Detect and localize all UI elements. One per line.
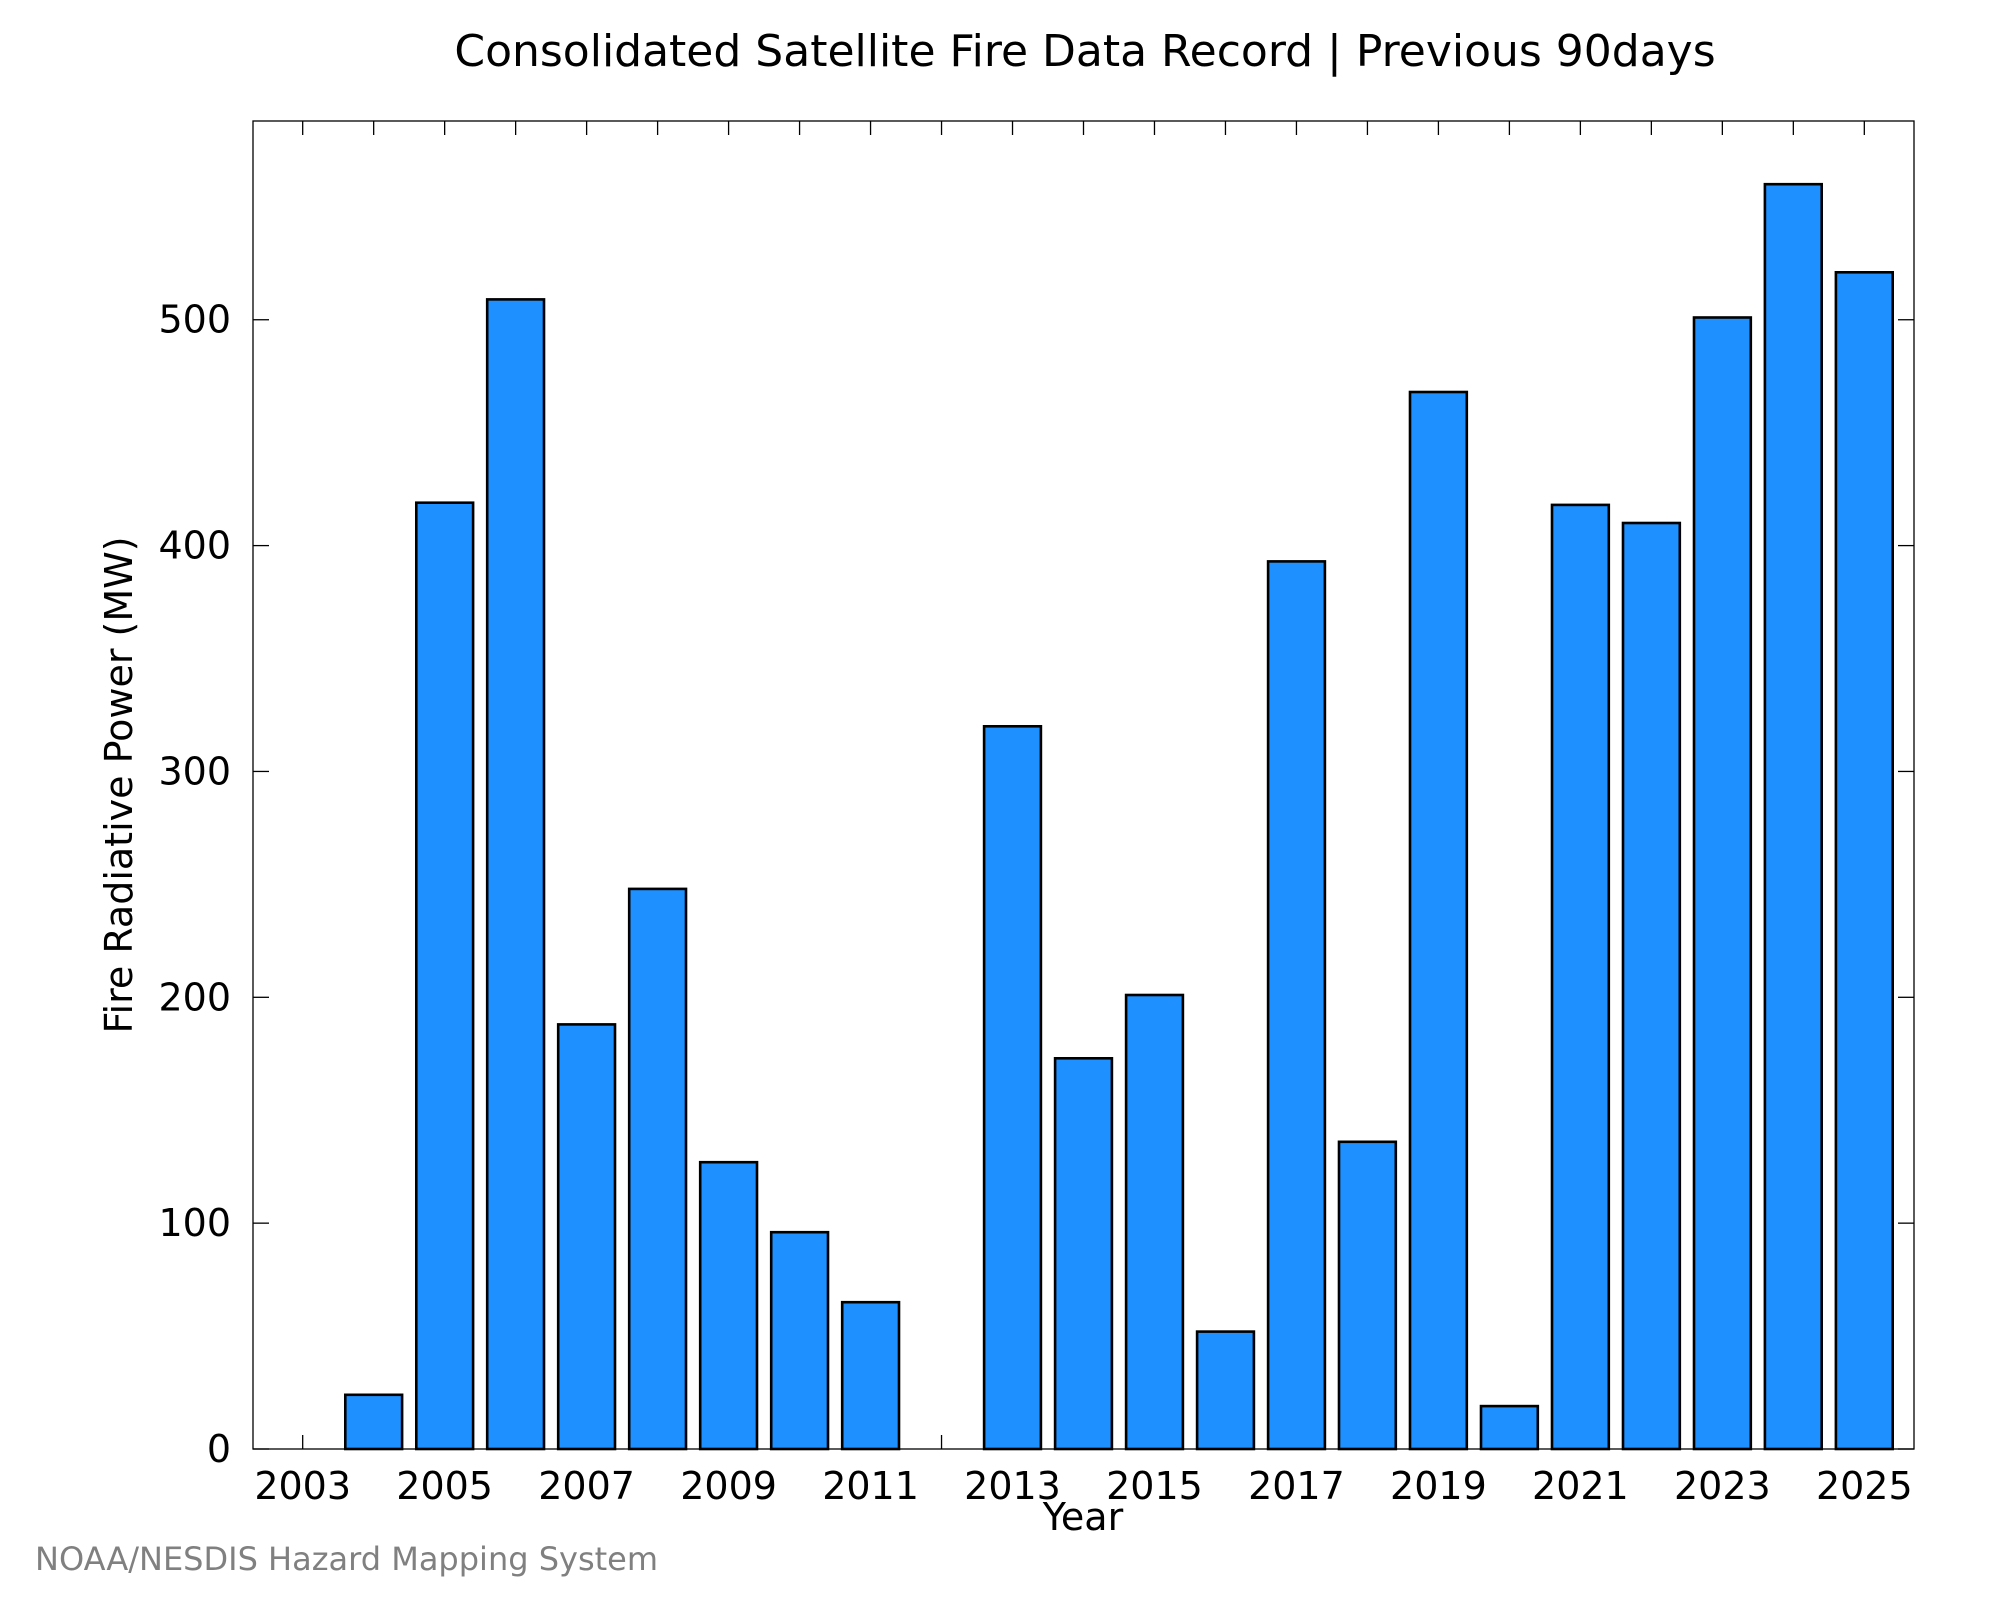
x-tick-label-2017: 2017 xyxy=(1248,1464,1345,1508)
y-axis-label: Fire Radiative Power (MW) xyxy=(97,536,141,1033)
bar-2015 xyxy=(1124,993,1185,1451)
x-axis-label: Year xyxy=(1042,1495,1124,1539)
x-tick-label-2019: 2019 xyxy=(1390,1464,1487,1508)
bar-2005 xyxy=(414,501,475,1451)
x-tick-label-2007: 2007 xyxy=(538,1464,635,1508)
bar-2024 xyxy=(1763,182,1824,1451)
plot-frame xyxy=(252,120,1915,1450)
x-tick-label-2003: 2003 xyxy=(254,1464,351,1508)
bar-2009 xyxy=(698,1160,759,1451)
y-tick-labels: 0 100 200 300 400 500 xyxy=(158,298,231,1471)
bar-2010 xyxy=(769,1230,830,1451)
bar-2008 xyxy=(627,887,688,1451)
y-tick-label-0: 0 xyxy=(207,1427,231,1471)
bar-2014 xyxy=(1053,1057,1114,1451)
bar-2022 xyxy=(1621,521,1682,1451)
x-tick-label-2005: 2005 xyxy=(396,1464,493,1508)
bar-2016 xyxy=(1195,1330,1256,1451)
x-tick-label-2015: 2015 xyxy=(1106,1464,1203,1508)
x-tick-label-2013: 2013 xyxy=(964,1464,1061,1508)
credit-text: NOAA/NESDIS Hazard Mapping System xyxy=(35,1540,658,1578)
bar-2011 xyxy=(840,1300,901,1451)
x-tick-label-2009: 2009 xyxy=(680,1464,777,1508)
x-tick-labels: 2003 2005 2007 2009 2011 2013 2015 2017 2019 2021… xyxy=(254,1464,1912,1508)
bars xyxy=(343,182,1895,1451)
x-tick-label-2023: 2023 xyxy=(1674,1464,1771,1508)
y-tick-label-400: 400 xyxy=(158,524,231,568)
bar-2007 xyxy=(556,1023,617,1451)
bar-2013 xyxy=(982,724,1043,1451)
bar-2006 xyxy=(485,298,546,1451)
bar-2018 xyxy=(1337,1140,1398,1451)
x-tick-label-2021: 2021 xyxy=(1532,1464,1629,1508)
x-tick-label-2025: 2025 xyxy=(1816,1464,1913,1508)
y-tick-label-300: 300 xyxy=(158,749,231,793)
y-tick-label-500: 500 xyxy=(158,298,231,342)
bar-2023 xyxy=(1692,316,1753,1451)
x-tick-label-2011: 2011 xyxy=(822,1464,919,1508)
bar-2019 xyxy=(1408,390,1469,1451)
bar-2020 xyxy=(1479,1404,1540,1451)
y-tick-label-100: 100 xyxy=(158,1201,231,1245)
y-tick-label-200: 200 xyxy=(158,975,231,1019)
bar-2017 xyxy=(1266,560,1327,1451)
bar-2004 xyxy=(343,1393,404,1451)
bar-2021 xyxy=(1550,503,1611,1451)
bar-2025 xyxy=(1834,270,1895,1451)
chart-title: Consolidated Satellite Fire Data Record … xyxy=(454,26,1715,77)
